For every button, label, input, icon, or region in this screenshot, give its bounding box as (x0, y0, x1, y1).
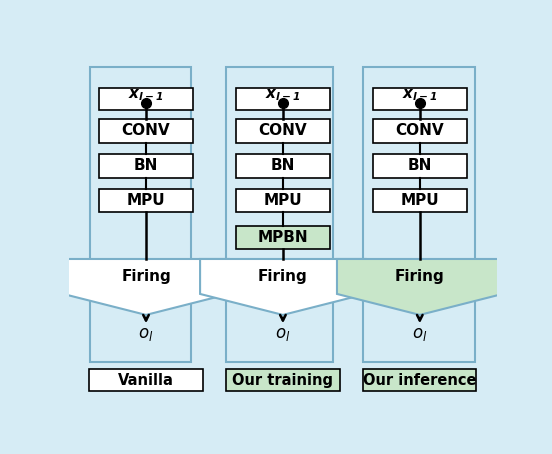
FancyBboxPatch shape (373, 88, 467, 110)
Text: Our training: Our training (232, 373, 333, 388)
FancyBboxPatch shape (99, 119, 193, 143)
Text: $\bfit{x}_{l-1}$: $\bfit{x}_{l-1}$ (128, 88, 164, 103)
Text: Firing: Firing (121, 269, 171, 284)
Text: MPU: MPU (127, 193, 165, 208)
Text: Firing: Firing (395, 269, 445, 284)
FancyBboxPatch shape (236, 119, 330, 143)
Text: MPU: MPU (264, 193, 302, 208)
FancyBboxPatch shape (373, 119, 467, 143)
Text: CONV: CONV (121, 123, 171, 138)
FancyBboxPatch shape (226, 370, 339, 391)
FancyBboxPatch shape (363, 370, 476, 391)
Text: CONV: CONV (395, 123, 444, 138)
Text: MPBN: MPBN (258, 230, 308, 245)
FancyBboxPatch shape (89, 370, 203, 391)
Polygon shape (337, 259, 503, 315)
FancyBboxPatch shape (236, 226, 330, 249)
Text: $o_l$: $o_l$ (412, 325, 427, 343)
Text: $o_l$: $o_l$ (275, 325, 290, 343)
FancyBboxPatch shape (89, 67, 191, 362)
FancyBboxPatch shape (226, 67, 333, 362)
FancyBboxPatch shape (99, 88, 193, 110)
Text: BN: BN (134, 158, 158, 173)
Text: $o_l$: $o_l$ (139, 325, 153, 343)
FancyBboxPatch shape (363, 67, 475, 362)
FancyBboxPatch shape (236, 88, 330, 110)
Text: BN: BN (407, 158, 432, 173)
Text: $\bfit{x}_{l-1}$: $\bfit{x}_{l-1}$ (402, 88, 438, 103)
Text: $\bfit{x}_{l-1}$: $\bfit{x}_{l-1}$ (265, 88, 301, 103)
Text: BN: BN (270, 158, 295, 173)
FancyBboxPatch shape (236, 189, 330, 212)
FancyBboxPatch shape (99, 189, 193, 212)
Text: Firing: Firing (258, 269, 308, 284)
Text: Our inference: Our inference (363, 373, 476, 388)
Polygon shape (63, 259, 229, 315)
Text: Vanilla: Vanilla (118, 373, 174, 388)
FancyBboxPatch shape (373, 154, 467, 178)
Text: MPU: MPU (401, 193, 439, 208)
FancyBboxPatch shape (99, 154, 193, 178)
FancyBboxPatch shape (236, 154, 330, 178)
FancyBboxPatch shape (373, 189, 467, 212)
Text: CONV: CONV (258, 123, 307, 138)
Polygon shape (200, 259, 366, 315)
